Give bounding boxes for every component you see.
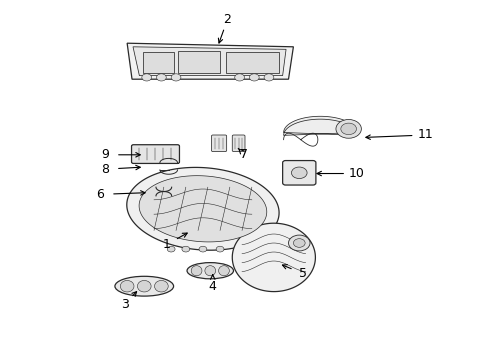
- Text: 3: 3: [121, 298, 128, 311]
- Text: 10: 10: [348, 167, 364, 180]
- Circle shape: [199, 246, 206, 252]
- FancyBboxPatch shape: [232, 135, 244, 152]
- FancyBboxPatch shape: [282, 161, 315, 185]
- Text: 11: 11: [417, 129, 432, 141]
- Circle shape: [142, 74, 151, 81]
- Polygon shape: [127, 43, 293, 79]
- Circle shape: [288, 235, 309, 251]
- Text: 5: 5: [299, 267, 306, 280]
- Circle shape: [291, 167, 306, 179]
- Polygon shape: [178, 51, 220, 73]
- Text: 2: 2: [223, 13, 231, 26]
- Polygon shape: [133, 47, 285, 76]
- Ellipse shape: [191, 266, 202, 276]
- Text: 6: 6: [96, 188, 104, 201]
- Polygon shape: [225, 52, 278, 73]
- Ellipse shape: [120, 280, 134, 292]
- Circle shape: [156, 74, 166, 81]
- Polygon shape: [139, 176, 266, 242]
- Polygon shape: [126, 167, 279, 250]
- Ellipse shape: [137, 280, 151, 292]
- Circle shape: [171, 74, 181, 81]
- Polygon shape: [143, 52, 173, 73]
- Circle shape: [249, 74, 259, 81]
- Circle shape: [182, 246, 189, 252]
- Ellipse shape: [115, 276, 173, 296]
- Polygon shape: [232, 223, 315, 292]
- Ellipse shape: [186, 263, 233, 279]
- Circle shape: [167, 246, 175, 252]
- Ellipse shape: [218, 266, 229, 276]
- Circle shape: [216, 246, 224, 252]
- Polygon shape: [283, 116, 356, 135]
- Circle shape: [264, 74, 273, 81]
- Text: 4: 4: [208, 280, 216, 293]
- Ellipse shape: [154, 280, 168, 292]
- Text: 9: 9: [101, 148, 109, 161]
- Text: 8: 8: [101, 163, 109, 176]
- Circle shape: [335, 120, 361, 138]
- FancyBboxPatch shape: [211, 135, 226, 152]
- Text: 7: 7: [240, 148, 248, 161]
- Text: 1: 1: [162, 238, 170, 251]
- Circle shape: [234, 74, 244, 81]
- Circle shape: [293, 239, 305, 247]
- FancyBboxPatch shape: [131, 145, 179, 163]
- Ellipse shape: [204, 266, 215, 276]
- Circle shape: [340, 123, 356, 135]
